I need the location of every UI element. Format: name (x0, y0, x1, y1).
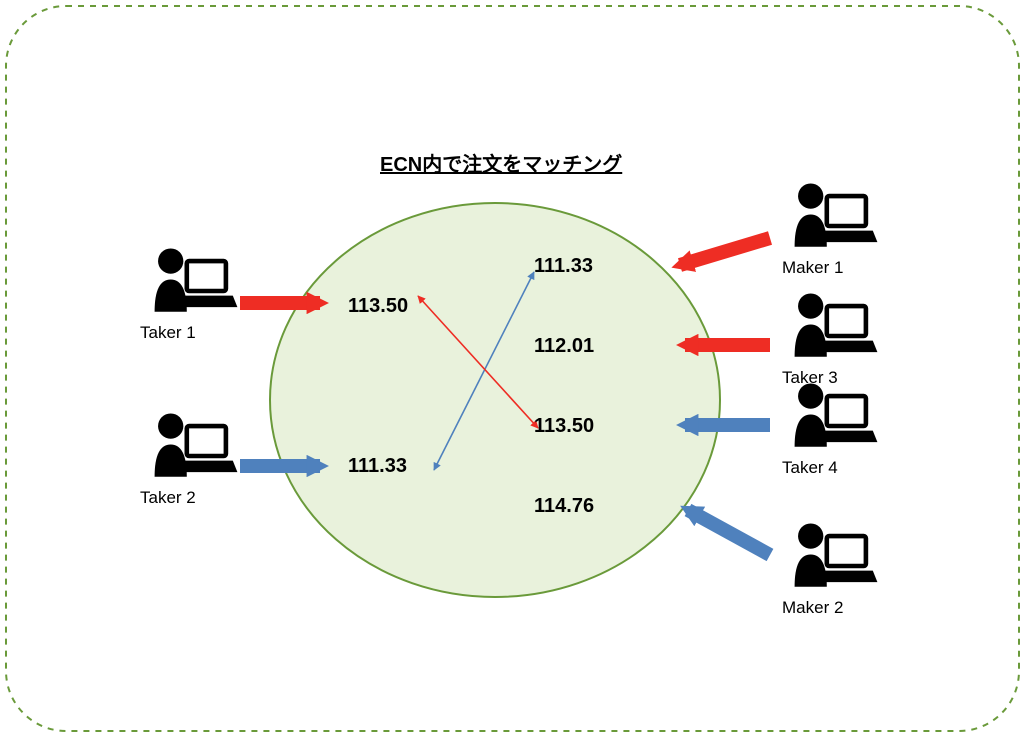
person-icon-taker1 (155, 248, 238, 311)
price-p-left-2: 111.33 (348, 455, 407, 478)
diagram-root: { "canvas": { "width": 1025, "height": 7… (0, 0, 1025, 737)
price-p-right-1: 111.33 (534, 255, 593, 278)
price-p-right-3: 113.50 (534, 415, 594, 438)
participant-label-taker4: Taker 4 (782, 458, 838, 478)
arrow-a-maker1 (680, 238, 770, 265)
price-p-right-2: 112.01 (534, 335, 594, 358)
person-icon-taker2 (155, 413, 238, 476)
person-icon-taker3 (795, 293, 878, 356)
person-icon-maker2 (795, 523, 878, 586)
arrow-a-maker2 (688, 510, 770, 555)
participant-label-maker2: Maker 2 (782, 598, 843, 618)
price-p-left-1: 113.50 (348, 295, 408, 318)
price-p-right-4: 114.76 (534, 495, 594, 518)
participant-label-maker1: Maker 1 (782, 258, 843, 278)
participant-label-taker1: Taker 1 (140, 323, 196, 343)
diagram-title: ECN内で注文をマッチング (380, 148, 622, 177)
svg-layer (0, 0, 1025, 737)
participant-label-taker2: Taker 2 (140, 488, 196, 508)
participant-label-taker3: Taker 3 (782, 368, 838, 388)
person-icon-taker4 (795, 383, 878, 446)
person-icon-maker1 (795, 183, 878, 246)
center-ellipse (270, 203, 720, 597)
